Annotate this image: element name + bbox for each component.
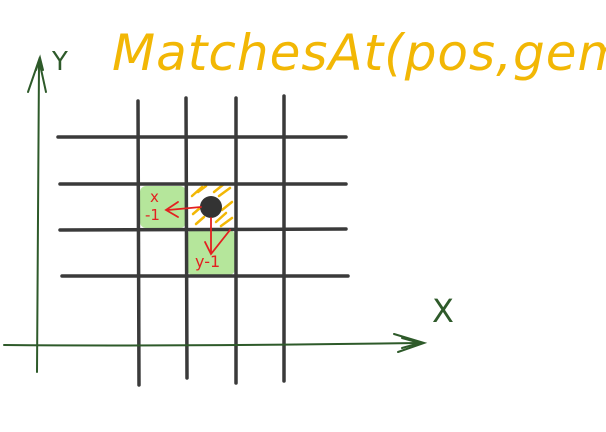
left-neighbor-label-offset: -1 <box>145 206 160 224</box>
x-axis-label: X <box>432 292 454 330</box>
x-axis <box>3 333 428 353</box>
diagram-title: MatchesAt(pos,gem) <box>112 24 606 82</box>
down-arrow <box>204 217 231 256</box>
gem-dot <box>200 196 222 218</box>
left-neighbor-cell <box>140 186 186 228</box>
left-neighbor-label-x: x <box>150 188 159 206</box>
x-axis-arrowhead <box>393 333 428 353</box>
left-arrow <box>164 201 202 218</box>
grid-horizontal-lines <box>56 135 350 278</box>
y-axis <box>27 54 47 373</box>
down-neighbor-label: y-1 <box>195 252 220 271</box>
grid-vertical-lines <box>136 94 286 387</box>
y-axis-label: Y <box>51 47 68 77</box>
